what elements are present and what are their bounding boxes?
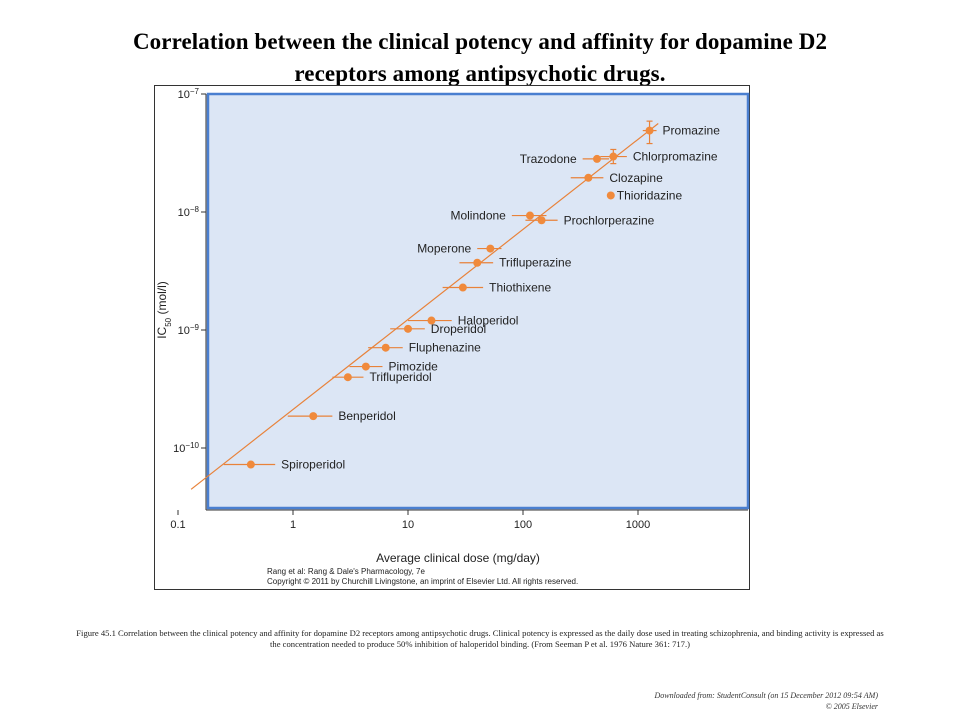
data-label: Promazine — [663, 124, 721, 138]
y-tick-label: 10−7 — [178, 87, 200, 102]
y-tick-label: 10−8 — [178, 205, 200, 220]
x-tick-label: 10 — [402, 519, 414, 531]
slide-title: Correlation between the clinical potency… — [40, 26, 920, 90]
data-label: Fluphenazine — [409, 341, 481, 355]
regression-line — [190, 123, 659, 490]
x-tick-label: 0.1 — [170, 519, 185, 531]
data-point — [584, 173, 593, 182]
data-label: Prochlorperazine — [564, 213, 655, 227]
data-label: Trazodone — [520, 152, 577, 166]
data-point — [458, 283, 467, 292]
plot-panel — [206, 92, 750, 510]
data-label: Moperone — [417, 242, 471, 256]
data-label: Molindone — [450, 209, 506, 223]
data-label: Pimozide — [388, 360, 438, 374]
data-label: Chlorpromazine — [633, 150, 718, 164]
y-axis-label: IC50 (mol/l) — [155, 281, 173, 339]
x-tick-label: 100 — [514, 519, 532, 531]
data-label: Thiothixene — [489, 281, 551, 295]
data-point — [525, 211, 534, 220]
slide-title-line2: receptors among antipsychotic drugs. — [294, 61, 666, 86]
data-point — [486, 244, 495, 253]
data-point — [361, 362, 370, 371]
fit-line-group — [190, 123, 659, 490]
data-label: Trifluperidol — [369, 370, 431, 384]
footer: Downloaded from: StudentConsult (on 15 D… — [654, 690, 878, 712]
data-label: Thioridazine — [617, 188, 683, 202]
footer-source: Downloaded from: StudentConsult (on 15 D… — [654, 691, 878, 700]
data-label: Droperidol — [431, 322, 486, 336]
data-point — [537, 216, 546, 225]
x-axis-label: Average clinical dose (mg/day) — [376, 551, 540, 565]
data-point — [404, 324, 412, 333]
x-tick-label: 1 — [290, 519, 296, 531]
data-point — [309, 412, 318, 421]
figure-credit-line2: Copyright © 2011 by Churchill Livingston… — [267, 577, 578, 586]
data-label: Spiroperidol — [281, 458, 345, 472]
y-ticks: 10−7 10−8 10−9 10−10 — [173, 87, 206, 456]
data-point — [606, 191, 615, 200]
figure-credit-line1: Rang et al: Rang & Dale's Pharmacology, … — [267, 567, 425, 576]
data-point — [592, 154, 601, 163]
data-point — [473, 258, 482, 267]
data-point — [246, 460, 255, 469]
data-labels: Promazine Chlorpromazine Trazodone Clozapin… — [281, 124, 720, 472]
data-point — [645, 126, 654, 135]
data-point — [381, 343, 390, 352]
data-point — [343, 373, 352, 382]
data-point — [609, 152, 618, 161]
data-label: Clozapine — [609, 171, 663, 185]
x-tick-label: 1000 — [626, 519, 650, 531]
footer-copyright: © 2005 Elsevier — [825, 702, 878, 711]
y-tick-label: 10−10 — [173, 441, 199, 456]
data-label: Trifluperazine — [499, 256, 572, 270]
slide-title-line1: Correlation between the clinical potency… — [132, 29, 828, 54]
data-label: Haloperidol — [458, 314, 519, 328]
y-tick-label: 10−9 — [178, 323, 200, 338]
x-ticks: 0.1 1 10 100 1000 — [170, 510, 650, 531]
figure-caption: Figure 45.1 Correlation between the clin… — [76, 628, 884, 649]
data-points — [223, 120, 657, 469]
data-point — [427, 316, 436, 325]
data-label: Benperidol — [338, 409, 395, 423]
